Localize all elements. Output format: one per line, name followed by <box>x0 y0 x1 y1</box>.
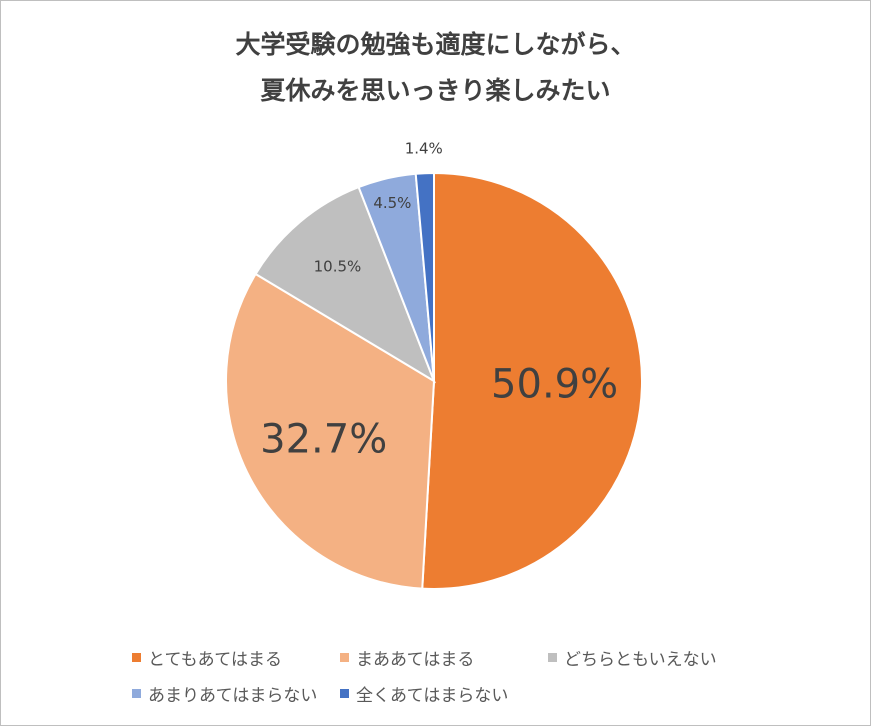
legend-item: まああてはまる <box>340 645 474 670</box>
data-label: 10.5% <box>314 258 362 276</box>
data-label: 4.5% <box>373 194 411 212</box>
legend-label: 全くあてはまらない <box>356 686 509 706</box>
chart-title-line-1: 大学受験の勉強も適度にしながら、 <box>235 30 636 59</box>
data-label: 50.9% <box>491 361 618 407</box>
legend-swatch <box>132 653 141 662</box>
legend-item: あまりあてはまらない <box>132 681 317 706</box>
data-label: 1.4% <box>405 139 443 157</box>
chart-title-line-2: 夏休みを思いっきり楽しみたい <box>260 76 611 105</box>
pie-slice <box>254 185 436 384</box>
legend-swatch <box>548 653 557 662</box>
legend-label: どちらともいえない <box>564 650 717 670</box>
chart-title: 大学受験の勉強も適度にしながら、 夏休みを思いっきり楽しみたい <box>0 22 871 114</box>
legend-item: どちらともいえない <box>548 645 717 670</box>
pie-slice <box>421 171 643 590</box>
legend-swatch <box>340 689 349 698</box>
legend-item: とてもあてはまる <box>132 645 282 670</box>
legend-item: 全くあてはまらない <box>340 681 508 706</box>
pie-slice <box>414 171 435 382</box>
legend-swatch <box>340 653 349 662</box>
legend-label: とてもあてはまる <box>148 650 282 670</box>
pie-slice <box>225 272 436 590</box>
legend-label: あまりあてはまらない <box>148 686 318 706</box>
legend-label: まああてはまる <box>356 650 475 670</box>
data-label: 32.7% <box>260 416 387 462</box>
legend-swatch <box>132 689 141 698</box>
